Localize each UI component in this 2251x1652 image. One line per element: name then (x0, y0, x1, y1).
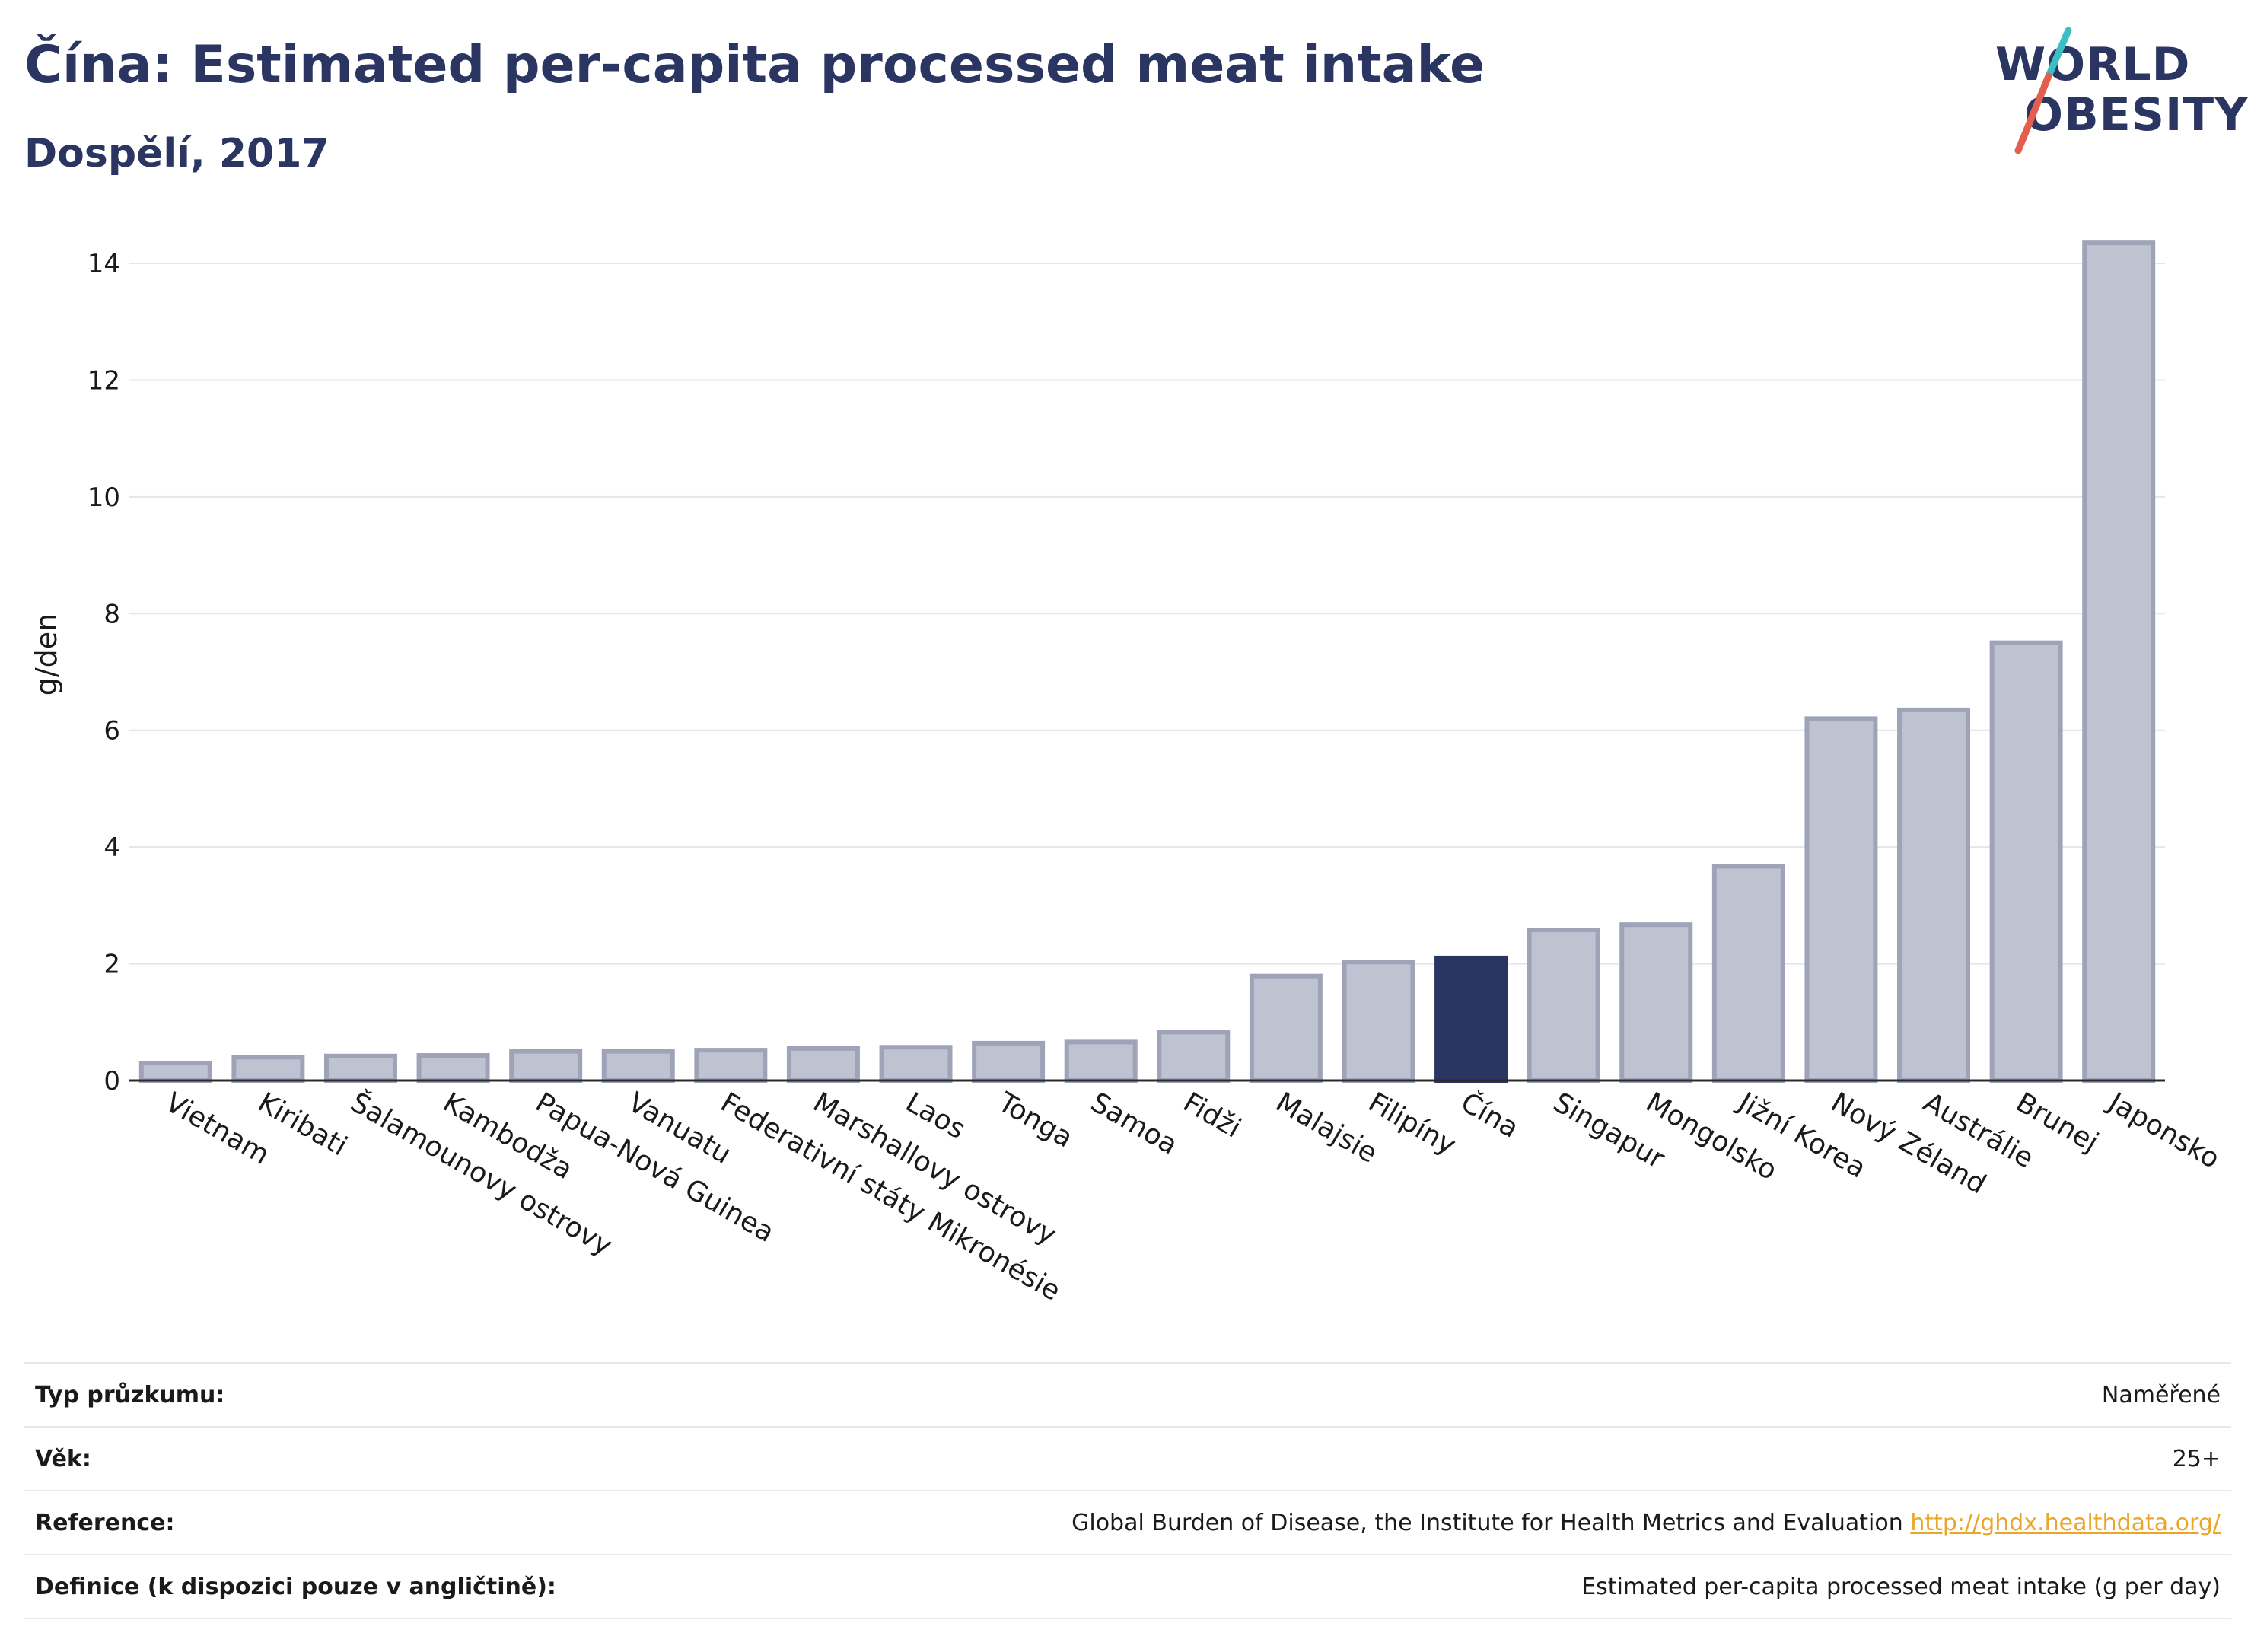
bar (694, 1048, 768, 1084)
bar (1804, 716, 1878, 1083)
bar (2082, 240, 2156, 1083)
page-title: Čína: Estimated per-capita processed mea… (24, 35, 1485, 95)
x-tick-label: Samoa (1085, 1087, 1183, 1161)
bar (786, 1046, 860, 1084)
bar (1157, 1030, 1231, 1083)
logo-text-obesity: OBESITY (2024, 88, 2249, 142)
bar (1711, 864, 1785, 1083)
bar (1619, 922, 1693, 1084)
bar (1527, 928, 1600, 1084)
bar (323, 1053, 397, 1083)
reference-link[interactable]: http://ghdx.healthdata.org/ (1910, 1509, 2221, 1536)
info-row-survey-type: Typ průzkumu: Naměřené (24, 1362, 2231, 1426)
info-label: Reference: (35, 1509, 175, 1536)
bar (879, 1045, 953, 1083)
bar (972, 1040, 1046, 1083)
logo-text-world: WORLD (1995, 38, 2191, 91)
y-tick-label: 0 (103, 1066, 120, 1097)
info-value: Global Burden of Disease, the Institute … (1071, 1510, 2231, 1536)
x-tick-label: Čína (1456, 1086, 1524, 1144)
page-subtitle: Dospělí, 2017 (24, 131, 330, 177)
x-tick-label: Tonga (992, 1087, 1078, 1154)
bar-chart: 02468101214g/denVietnamKiribatiŠalamouno… (30, 240, 2224, 1307)
y-tick-label: 10 (88, 482, 120, 513)
x-tick-label: Nový Zéland (1826, 1087, 1992, 1200)
bar (1064, 1039, 1138, 1084)
info-label: Definice (k dispozici pouze v angličtině… (35, 1573, 556, 1600)
bar (231, 1055, 305, 1083)
bar (1989, 640, 2063, 1083)
info-label: Věk: (35, 1445, 91, 1472)
y-tick-label: 6 (103, 716, 120, 746)
bar (416, 1053, 490, 1083)
info-row-reference: Reference: Global Burden of Disease, the… (24, 1490, 2231, 1554)
x-tick-label: Malajsie (1270, 1087, 1382, 1170)
x-tick-label: Vietnam (160, 1087, 274, 1171)
bar (1434, 955, 1508, 1083)
info-value: Naměřené (2101, 1381, 2221, 1408)
y-axis-title: g/den (30, 613, 63, 696)
info-label: Typ průzkumu: (35, 1381, 225, 1408)
logo-slash-icon (2014, 27, 2072, 154)
info-value: Estimated per-capita processed meat inta… (1581, 1573, 2221, 1600)
y-tick-label: 14 (88, 249, 120, 279)
y-tick-label: 2 (103, 950, 120, 980)
bar (509, 1049, 583, 1083)
y-tick-label: 8 (103, 599, 120, 629)
y-tick-label: 4 (103, 832, 120, 863)
bar (1249, 973, 1323, 1083)
bar (601, 1049, 675, 1083)
info-row-age: Věk: 25+ (24, 1426, 2231, 1490)
info-value: 25+ (2172, 1445, 2221, 1472)
info-table: Typ průzkumu: Naměřené Věk: 25+ Referenc… (24, 1362, 2231, 1619)
y-tick-label: 12 (88, 365, 120, 396)
bar (1342, 960, 1415, 1083)
x-tick-label: Japonsko (2102, 1086, 2224, 1175)
reference-text: Global Burden of Disease, the Institute … (1071, 1509, 1903, 1536)
world-obesity-logo: WORLD OBESITY (1979, 23, 2248, 160)
bar (1897, 707, 1971, 1083)
info-row-definition: Definice (k dispozici pouze v angličtině… (24, 1554, 2231, 1619)
bar (138, 1060, 212, 1084)
x-tick-label: Fidži (1178, 1087, 1246, 1144)
